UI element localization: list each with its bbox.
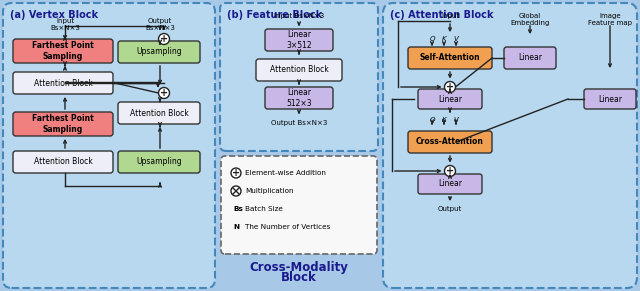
Text: Bs: Bs (233, 206, 243, 212)
FancyBboxPatch shape (408, 131, 492, 153)
FancyBboxPatch shape (118, 41, 200, 63)
FancyBboxPatch shape (221, 156, 377, 254)
FancyBboxPatch shape (418, 89, 482, 109)
Text: Output Bs×N×3: Output Bs×N×3 (271, 120, 327, 126)
FancyBboxPatch shape (220, 3, 378, 151)
Text: Output
Bs×N×3: Output Bs×N×3 (145, 18, 175, 31)
FancyBboxPatch shape (383, 3, 637, 288)
FancyBboxPatch shape (504, 47, 556, 69)
FancyBboxPatch shape (13, 112, 113, 136)
Text: Block: Block (281, 271, 317, 284)
Text: Linear: Linear (438, 180, 462, 189)
Text: N: N (233, 224, 239, 230)
FancyBboxPatch shape (408, 47, 492, 69)
Text: V: V (454, 36, 458, 42)
Text: Farthest Point
Sampling: Farthest Point Sampling (32, 114, 94, 134)
FancyBboxPatch shape (256, 59, 342, 81)
Text: Q: Q (429, 36, 435, 42)
Text: Attention Block: Attention Block (34, 79, 92, 88)
FancyBboxPatch shape (265, 29, 333, 51)
FancyBboxPatch shape (584, 89, 636, 109)
Circle shape (231, 186, 241, 196)
Text: Input Bs×N×3: Input Bs×N×3 (274, 13, 324, 19)
Text: Q: Q (429, 117, 435, 123)
Text: +: + (446, 82, 454, 92)
Text: (a) Vertex Block: (a) Vertex Block (10, 10, 98, 20)
Text: Upsampling: Upsampling (136, 47, 182, 56)
Text: Output: Output (438, 206, 462, 212)
Text: V: V (454, 117, 458, 123)
Text: Linear: Linear (518, 54, 542, 63)
Text: +: + (160, 34, 168, 44)
Text: Input: Input (441, 13, 459, 19)
FancyBboxPatch shape (118, 151, 200, 173)
Text: +: + (232, 168, 240, 178)
Text: Element-wise Addition: Element-wise Addition (245, 170, 326, 176)
Text: Linear: Linear (598, 95, 622, 104)
FancyBboxPatch shape (118, 102, 200, 124)
FancyBboxPatch shape (13, 72, 113, 94)
Circle shape (159, 33, 170, 45)
Circle shape (159, 88, 170, 98)
Text: K: K (442, 36, 446, 42)
Text: Attention Block: Attention Block (34, 157, 92, 166)
Text: The Number of Vertices: The Number of Vertices (245, 224, 330, 230)
FancyBboxPatch shape (13, 39, 113, 63)
FancyBboxPatch shape (265, 87, 333, 109)
Text: Attention Block: Attention Block (130, 109, 188, 118)
FancyBboxPatch shape (3, 3, 215, 288)
Text: Upsampling: Upsampling (136, 157, 182, 166)
Text: Linear
3×512: Linear 3×512 (286, 30, 312, 50)
Circle shape (445, 81, 456, 93)
Text: Cross-Attention: Cross-Attention (416, 138, 484, 146)
FancyBboxPatch shape (13, 151, 113, 173)
Text: Multiplication: Multiplication (245, 188, 294, 194)
Text: Input
Bs×N×3: Input Bs×N×3 (50, 18, 80, 31)
Text: (b) Feature Block: (b) Feature Block (227, 10, 323, 20)
Text: Cross-Modality: Cross-Modality (250, 261, 348, 274)
Circle shape (445, 166, 456, 177)
Text: Global
Embedding: Global Embedding (510, 13, 550, 26)
Text: +: + (160, 88, 168, 98)
Text: K: K (442, 117, 446, 123)
Text: Self-Attention: Self-Attention (420, 54, 480, 63)
Text: Linear
512×3: Linear 512×3 (286, 88, 312, 108)
Text: Batch Size: Batch Size (245, 206, 283, 212)
Text: +: + (446, 166, 454, 176)
Text: Linear: Linear (438, 95, 462, 104)
Text: Attention Block: Attention Block (269, 65, 328, 74)
FancyBboxPatch shape (418, 174, 482, 194)
Text: Farthest Point
Sampling: Farthest Point Sampling (32, 41, 94, 61)
Circle shape (231, 168, 241, 178)
Text: (c) Attention Block: (c) Attention Block (390, 10, 493, 20)
Text: Image
Feature map: Image Feature map (588, 13, 632, 26)
